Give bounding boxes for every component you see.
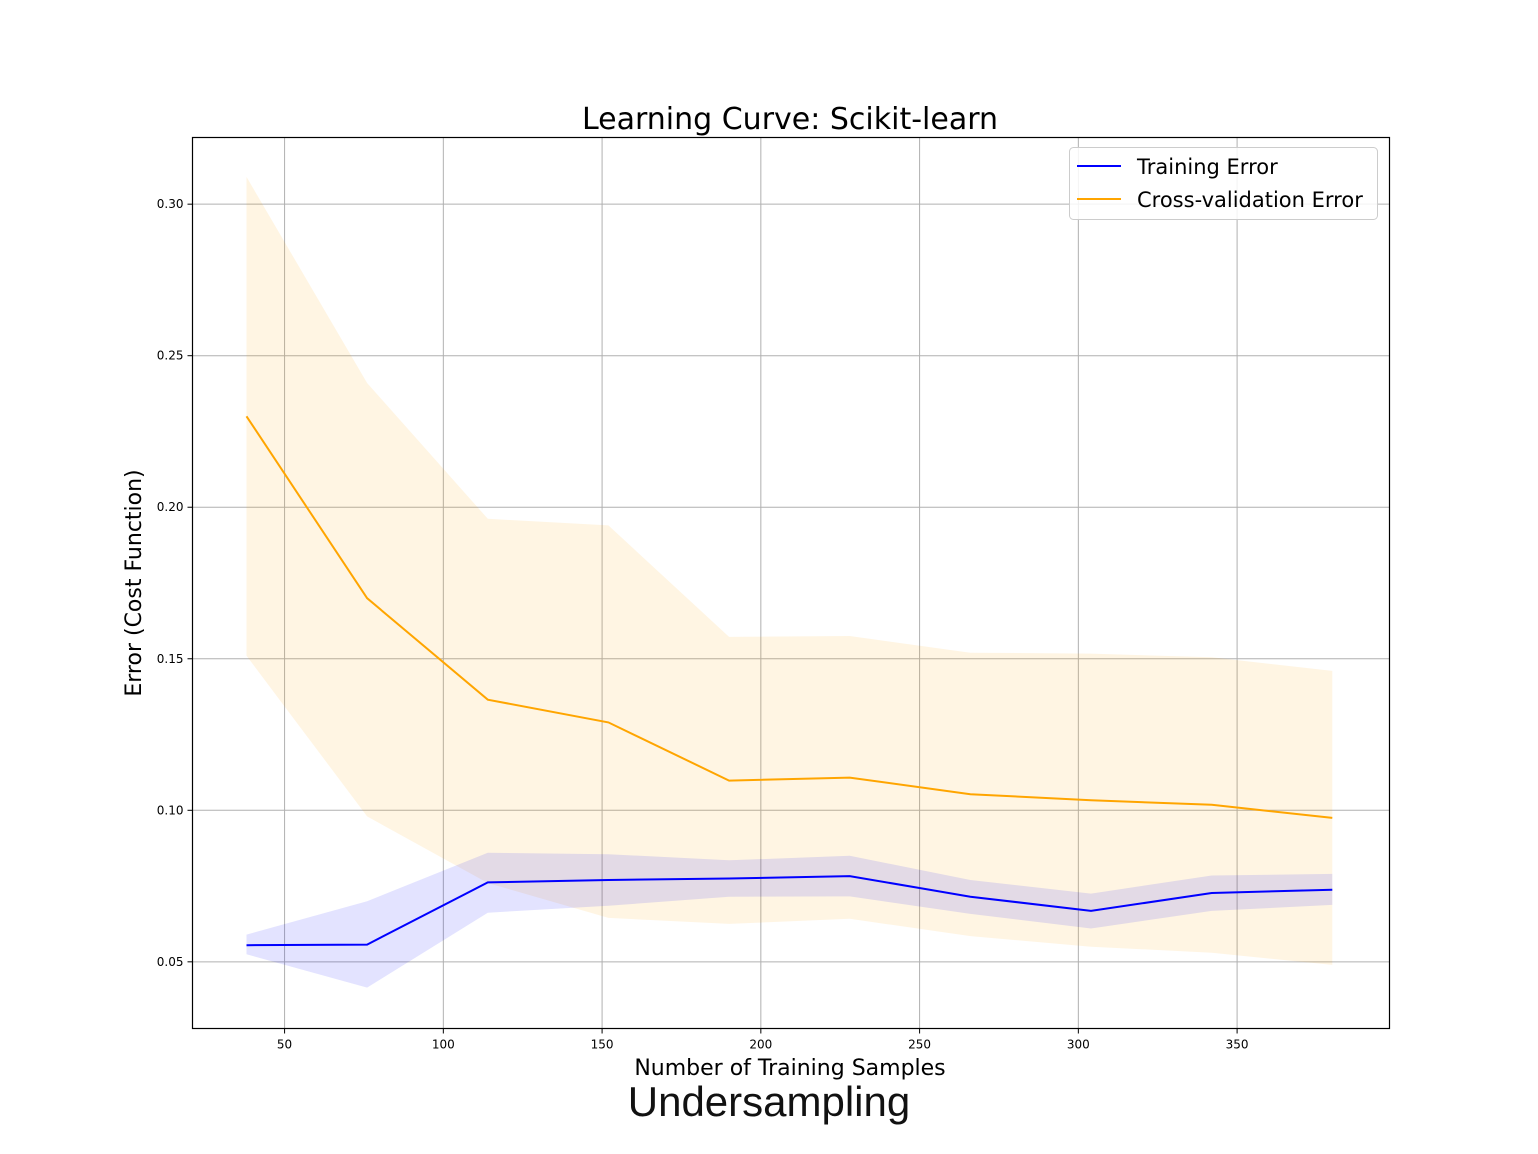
x-tick-label: 150 (591, 1038, 614, 1052)
confidence-band (246, 176, 1333, 965)
x-tick-label: 50 (277, 1038, 292, 1052)
x-tick-label: 200 (749, 1038, 772, 1052)
series-line (245, 415, 1333, 819)
y-tick-label: 0.30 (157, 197, 184, 211)
x-tick-label: 300 (1067, 1038, 1090, 1052)
y-tick-label: 0.05 (157, 955, 184, 969)
confidence-band (246, 852, 1333, 988)
plot-frame (191, 136, 1391, 1030)
x-axis-label: Number of Training Samples (634, 1056, 945, 1081)
y-axis-label: Error (Cost Function) (122, 469, 147, 696)
series-line (246, 875, 1333, 947)
caption: Undersampling (627, 1078, 911, 1125)
y-tick-label: 0.20 (157, 500, 184, 514)
y-tick-label: 0.25 (157, 349, 184, 363)
x-tick-label: 250 (908, 1038, 931, 1052)
legend-label: Training Error (1136, 155, 1278, 179)
y-tick-label: 0.15 (157, 652, 184, 666)
chart-title: Learning Curve: Scikit-learn (582, 102, 998, 137)
y-tick-label: 0.10 (157, 803, 184, 817)
legend: Training Error Cross-validation Error (1069, 147, 1378, 220)
x-tick-label: 100 (432, 1038, 455, 1052)
legend-box (1069, 147, 1378, 220)
legend-label: Cross-validation Error (1137, 188, 1363, 212)
x-tick-label: 350 (1226, 1038, 1249, 1052)
